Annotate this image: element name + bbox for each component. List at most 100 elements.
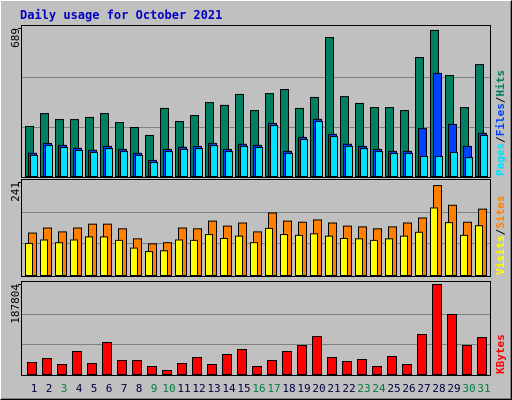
bar <box>340 237 348 277</box>
bar <box>430 207 438 276</box>
legend: KBytes <box>494 334 507 374</box>
bar <box>295 234 303 276</box>
x-tick-label: 14 <box>222 382 236 395</box>
bar <box>475 225 483 276</box>
bar <box>265 227 273 276</box>
x-tick-label: 12 <box>192 382 205 395</box>
bar <box>55 242 63 277</box>
bar <box>42 358 52 376</box>
x-tick-label: 29 <box>447 382 460 395</box>
bar <box>255 147 263 177</box>
x-tick-label: 18 <box>282 382 295 395</box>
x-tick-label: 15 <box>237 382 250 395</box>
bar <box>220 237 228 277</box>
bar <box>420 156 428 178</box>
bar <box>312 336 322 375</box>
legend: Pages/Files/Hits <box>494 70 507 176</box>
bar <box>27 362 37 375</box>
bar <box>445 222 453 276</box>
x-tick-label: 16 <box>252 382 265 395</box>
x-tick-label: 19 <box>297 382 310 395</box>
bar <box>375 151 383 178</box>
bar <box>25 242 33 276</box>
bar <box>105 148 113 177</box>
bar <box>345 145 353 177</box>
bar <box>402 364 412 376</box>
bar <box>372 365 382 375</box>
bar <box>370 239 378 277</box>
bar <box>325 235 333 277</box>
bar <box>225 151 233 178</box>
bar <box>310 233 318 277</box>
legend-separator: / <box>494 97 507 104</box>
bar <box>327 357 337 375</box>
bar <box>285 153 293 177</box>
bar <box>450 151 458 177</box>
x-tick-label: 7 <box>121 382 128 395</box>
bar <box>75 150 83 178</box>
x-tick-label: 11 <box>177 382 190 395</box>
x-tick-label: 10 <box>162 382 175 395</box>
x-tick-label: 23 <box>357 382 370 395</box>
x-tick-label: 31 <box>477 382 490 395</box>
legend-separator: / <box>494 229 507 236</box>
bar <box>400 235 408 277</box>
bar <box>45 145 53 178</box>
bar <box>145 251 153 277</box>
bar <box>282 351 292 376</box>
bar <box>85 236 93 276</box>
x-tick-label: 17 <box>267 382 280 395</box>
bar <box>300 139 308 177</box>
legend-entry: Visits <box>494 235 507 275</box>
bar <box>252 365 262 375</box>
x-tick-label: 24 <box>372 382 386 395</box>
bar <box>432 284 442 375</box>
x-tick-label: 30 <box>462 382 475 395</box>
bar <box>165 151 173 178</box>
x-tick-label: 1 <box>31 382 38 395</box>
bar <box>210 145 218 178</box>
legend-entry: Pages <box>494 143 507 176</box>
x-tick-label: 8 <box>136 382 143 395</box>
bar <box>280 234 288 276</box>
bar <box>120 151 128 178</box>
bar <box>70 239 78 276</box>
plot-area <box>21 281 491 376</box>
bar <box>30 154 38 178</box>
bar <box>360 148 368 177</box>
bar <box>297 345 307 376</box>
x-tick-label: 5 <box>91 382 98 395</box>
bar <box>415 231 423 277</box>
bar <box>190 239 198 277</box>
x-tick-label: 22 <box>342 382 355 395</box>
x-tick-label: 2 <box>46 382 53 395</box>
bar <box>87 362 97 375</box>
bar <box>57 364 67 376</box>
legend-entry: KBytes <box>494 334 507 374</box>
x-tick-label: 21 <box>327 382 340 395</box>
bar <box>267 359 277 375</box>
bar <box>435 156 443 178</box>
bar <box>240 145 248 177</box>
bar <box>390 153 398 177</box>
bar <box>330 136 338 178</box>
bar <box>465 157 473 178</box>
bar <box>315 121 323 178</box>
bar <box>135 154 143 178</box>
y-tick-label: 689 <box>9 28 22 48</box>
bar <box>222 354 232 375</box>
bar <box>180 148 188 178</box>
bar <box>160 250 168 276</box>
bar <box>147 365 157 375</box>
bar <box>387 355 397 376</box>
bar <box>237 348 247 376</box>
bar <box>207 364 217 376</box>
y-tick-label: 241 <box>9 182 22 202</box>
bar <box>342 361 352 376</box>
legend-entry: Sites <box>494 196 507 229</box>
bar <box>175 239 183 276</box>
x-tick-label: 3 <box>61 382 68 395</box>
bar <box>162 369 172 376</box>
bar <box>355 238 363 277</box>
